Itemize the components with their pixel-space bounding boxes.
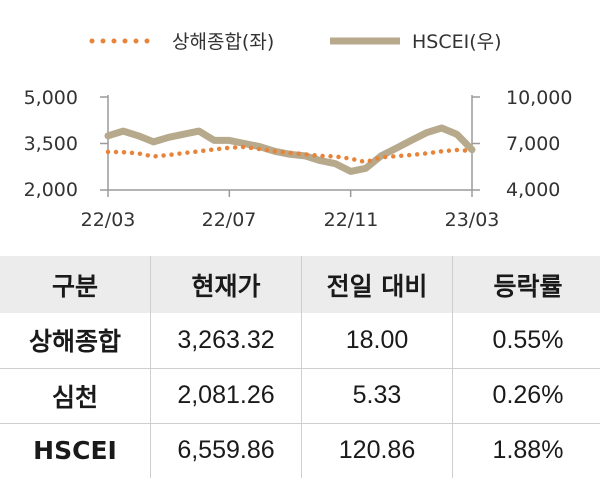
header-category: 구분 xyxy=(51,271,98,301)
header-change-rate: 등락률 xyxy=(452,256,600,313)
series-line-shanghai xyxy=(105,144,475,165)
x-tick-label: 22/03 xyxy=(81,209,136,231)
row-change: 120.86 xyxy=(301,423,453,478)
axes xyxy=(100,95,480,197)
y-left-tick-label: 3,500 xyxy=(24,133,78,155)
y-right-tick-label: 10,000 xyxy=(506,87,572,109)
row-name: HSCEI xyxy=(33,436,117,466)
row-rate: 0.26% xyxy=(452,368,600,423)
x-tick-label: 22/11 xyxy=(324,209,379,231)
y-left-tick-label: 5,000 xyxy=(24,87,78,109)
row-name: 심천 xyxy=(51,382,98,412)
table-header-row: 구분 현재가 전일 대비 등락률 xyxy=(0,256,600,313)
table-row: HSCEI 6,559.86 120.86 1.88% xyxy=(0,423,600,478)
header-change: 전일 대비 xyxy=(301,256,453,313)
legend-label-shanghai: 상해종합(좌) xyxy=(172,31,274,53)
y-left-tick-label: 2,000 xyxy=(24,179,78,201)
y-right-tick-label: 7,000 xyxy=(506,133,560,155)
table-row: 상해종합 3,263.32 18.00 0.55% xyxy=(0,313,600,368)
row-rate: 1.88% xyxy=(452,423,600,478)
row-change: 5.33 xyxy=(301,368,453,423)
index-table: 구분 현재가 전일 대비 등락률 상해종합 3,263.32 18.00 0.5… xyxy=(0,256,600,480)
table-row: 심천 2,081.26 5.33 0.26% xyxy=(0,368,600,423)
row-price: 2,081.26 xyxy=(150,368,302,423)
market-table: 구분 현재가 전일 대비 등락률 상해종합 3,263.32 18.00 0.5… xyxy=(0,256,600,478)
header-current-price: 현재가 xyxy=(150,256,302,313)
row-rate: 0.55% xyxy=(452,313,600,368)
row-change: 18.00 xyxy=(301,313,453,368)
index-line-chart: 상해종합(좌) HSCEI(우) 5,000 3,500 2,000 10,00… xyxy=(24,31,573,231)
series-line-hscei xyxy=(104,124,476,175)
row-price: 3,263.32 xyxy=(150,313,302,368)
legend-label-hscei: HSCEI(우) xyxy=(412,31,502,53)
x-tick-label: 23/03 xyxy=(445,209,500,231)
row-name: 상해종합 xyxy=(28,327,121,357)
y-right-tick-label: 4,000 xyxy=(506,179,560,201)
x-tick-label: 22/07 xyxy=(202,209,257,231)
legend: 상해종합(좌) HSCEI(우) xyxy=(89,31,502,53)
row-price: 6,559.86 xyxy=(150,423,302,478)
